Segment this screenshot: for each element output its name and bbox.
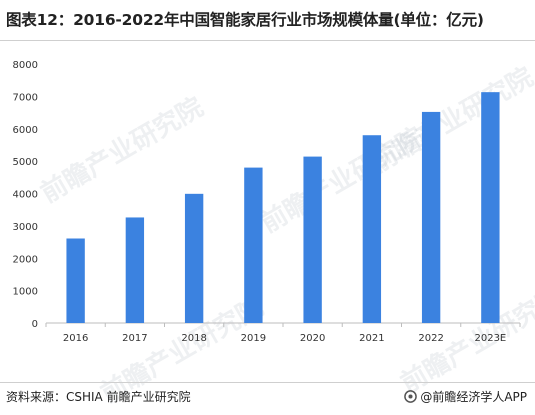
title-divider [0,40,535,41]
y-tick-label: 8000 [13,60,38,71]
footer-divider [0,382,535,383]
bar-2020 [303,156,322,323]
x-tick-label: 2021 [359,333,384,344]
y-tick-label: 0 [32,319,38,330]
y-tick-label: 1000 [13,287,38,298]
bar-chart: 0 1000 2000 3000 4000 5000 6000 7000 8000 2016 201… [13,60,521,344]
y-tick-label: 5000 [13,157,38,168]
bar-2021 [362,135,382,323]
bar-2022 [421,111,441,323]
x-tick-label: 2017 [122,333,147,344]
source-note: 资料来源：CSHIA 前瞻产业研究院 [6,390,191,404]
bar-2023E [481,92,500,323]
y-tick-label: 4000 [13,190,38,201]
brand-credit: @前瞻经济学人APP [404,388,527,405]
bar-2018 [184,193,204,323]
x-tick-label: 2023E [474,333,506,344]
x-tick-label: 2020 [300,333,325,344]
x-tick-label: 2019 [241,333,266,344]
y-tick-label: 6000 [13,125,38,136]
bar-2017 [125,217,145,323]
chart-title: 图表12：2016-2022年中国智能家居行业市场规模体量(单位：亿元) [6,11,484,29]
x-tick-label: 2018 [181,333,206,344]
y-tick-label: 2000 [13,254,38,265]
bar-2019 [244,167,263,323]
x-tick-label: 2022 [418,333,443,344]
bar-2016 [66,238,85,323]
x-tick-label: 2016 [63,333,88,344]
brand-logo-icon [404,390,418,403]
brand-label: @前瞻经济学人APP [420,390,527,404]
y-tick-label: 7000 [13,92,38,103]
y-tick-label: 3000 [13,222,38,233]
